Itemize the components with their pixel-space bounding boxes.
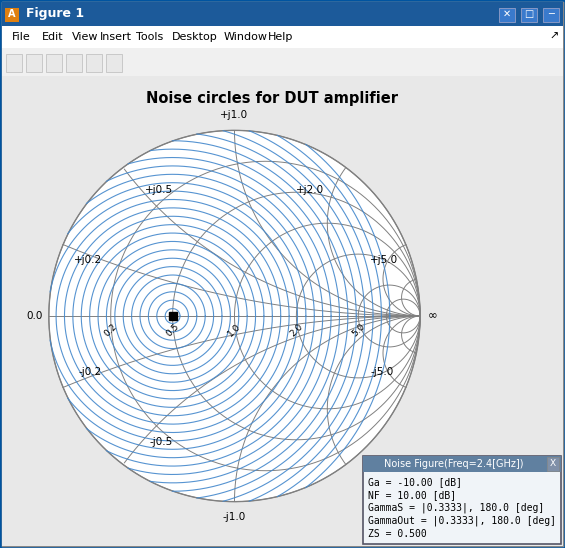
- FancyBboxPatch shape: [106, 54, 122, 72]
- Text: ↗: ↗: [550, 32, 559, 42]
- Text: GammaOut = |0.3333|, 180.0 [deg]: GammaOut = |0.3333|, 180.0 [deg]: [368, 516, 556, 526]
- Text: NF = 10.00 [dB]: NF = 10.00 [dB]: [368, 490, 456, 500]
- Text: Tools: Tools: [136, 32, 163, 42]
- FancyBboxPatch shape: [66, 54, 82, 72]
- FancyBboxPatch shape: [2, 48, 563, 76]
- FancyBboxPatch shape: [363, 456, 561, 544]
- Text: -j0.5: -j0.5: [150, 437, 173, 447]
- Text: -j0.2: -j0.2: [79, 367, 102, 376]
- Text: A: A: [8, 9, 16, 19]
- FancyBboxPatch shape: [46, 54, 62, 72]
- Text: Noise Figure(Freq=2.4[GHz]): Noise Figure(Freq=2.4[GHz]): [384, 459, 524, 469]
- Text: +j2.0: +j2.0: [296, 185, 324, 195]
- FancyBboxPatch shape: [5, 8, 19, 22]
- Text: View: View: [72, 32, 98, 42]
- Text: ✕: ✕: [503, 9, 511, 19]
- FancyBboxPatch shape: [499, 8, 515, 22]
- FancyBboxPatch shape: [547, 457, 559, 471]
- Text: Help: Help: [268, 32, 293, 42]
- Text: ∞: ∞: [428, 310, 438, 323]
- Text: +j5.0: +j5.0: [371, 255, 398, 265]
- Text: 1.0: 1.0: [226, 322, 243, 339]
- Text: 0.2: 0.2: [102, 322, 119, 339]
- Text: □: □: [524, 9, 533, 19]
- Text: Window: Window: [224, 32, 268, 42]
- Text: Insert: Insert: [100, 32, 132, 42]
- Text: 2.0: 2.0: [288, 322, 305, 339]
- Text: File: File: [12, 32, 31, 42]
- Circle shape: [49, 130, 420, 501]
- Text: 0.0: 0.0: [27, 311, 43, 321]
- FancyBboxPatch shape: [521, 8, 537, 22]
- Text: +j0.5: +j0.5: [145, 185, 173, 195]
- Text: Figure 1: Figure 1: [26, 8, 84, 20]
- Text: -j5.0: -j5.0: [371, 367, 394, 376]
- Text: Noise circles for DUT amplifier: Noise circles for DUT amplifier: [146, 90, 398, 106]
- FancyBboxPatch shape: [2, 26, 563, 48]
- Text: Ga = -10.00 [dB]: Ga = -10.00 [dB]: [368, 477, 462, 487]
- Text: 0.5: 0.5: [164, 322, 181, 339]
- Text: Desktop: Desktop: [172, 32, 218, 42]
- Text: +j1.0: +j1.0: [220, 110, 249, 121]
- Text: ─: ─: [548, 9, 554, 19]
- FancyBboxPatch shape: [543, 8, 559, 22]
- Text: ZS = 0.500: ZS = 0.500: [368, 529, 427, 539]
- FancyBboxPatch shape: [2, 2, 563, 26]
- FancyBboxPatch shape: [363, 456, 561, 472]
- Text: 5.0: 5.0: [350, 322, 367, 339]
- FancyBboxPatch shape: [86, 54, 102, 72]
- Text: +j0.2: +j0.2: [74, 255, 102, 265]
- FancyBboxPatch shape: [2, 76, 563, 546]
- Text: GammaS = |0.3333|, 180.0 [deg]: GammaS = |0.3333|, 180.0 [deg]: [368, 503, 544, 513]
- Text: Edit: Edit: [42, 32, 64, 42]
- FancyBboxPatch shape: [26, 54, 42, 72]
- FancyBboxPatch shape: [6, 54, 22, 72]
- Text: X: X: [550, 460, 556, 469]
- Text: -j1.0: -j1.0: [223, 512, 246, 522]
